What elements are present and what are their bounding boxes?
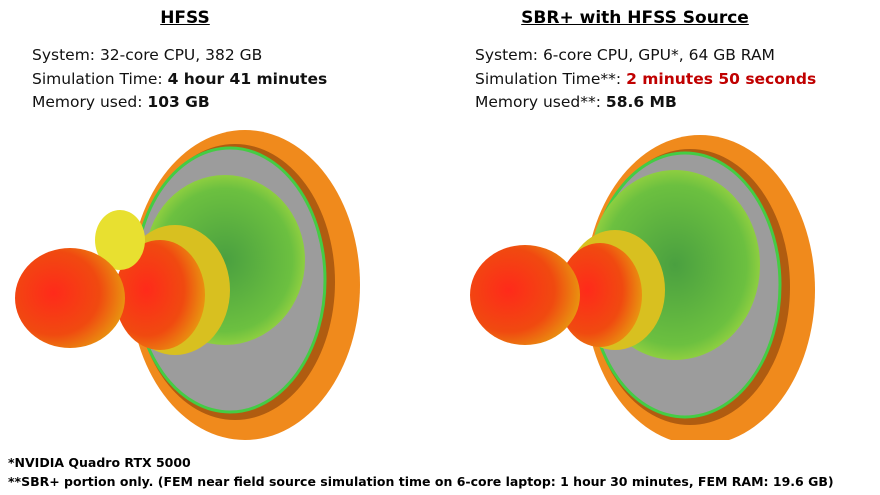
footnote: **SBR+ portion only. (FEM near field sou… — [8, 474, 834, 489]
specs: System: 6-core CPU, GPU*, 64 GB RAM Simu… — [475, 44, 816, 115]
system-line: System: 6-core CPU, GPU*, 64 GB RAM — [475, 46, 775, 64]
memory-line: Memory used**: 58.6 MB — [475, 91, 816, 115]
simulation-image — [15, 130, 360, 440]
label: Memory used**: — [475, 93, 601, 111]
memory-line: Memory used: 103 GB — [32, 91, 327, 115]
label: Simulation Time: — [32, 69, 163, 88]
time-line: Simulation Time**: 2 minutes 50 seconds — [475, 68, 816, 92]
label: Memory used: — [32, 93, 143, 111]
time-value: 2 minutes 50 seconds — [626, 69, 817, 88]
label: Simulation Time**: — [475, 69, 622, 88]
memory-value: 58.6 MB — [605, 93, 677, 111]
panel-title: HFSS — [160, 8, 210, 28]
panel-title: SBR+ with HFSS Source — [521, 8, 749, 28]
memory-value: 103 GB — [147, 93, 210, 111]
footnote: *NVIDIA Quadro RTX 5000 — [8, 455, 191, 470]
time-line: Simulation Time: 4 hour 41 minutes — [32, 68, 327, 92]
system-line: System: 32-core CPU, 382 GB — [32, 46, 263, 64]
time-value: 4 hour 41 minutes — [167, 69, 328, 88]
simulation-image — [470, 135, 815, 440]
specs: System: 32-core CPU, 382 GB Simulation T… — [32, 44, 327, 115]
